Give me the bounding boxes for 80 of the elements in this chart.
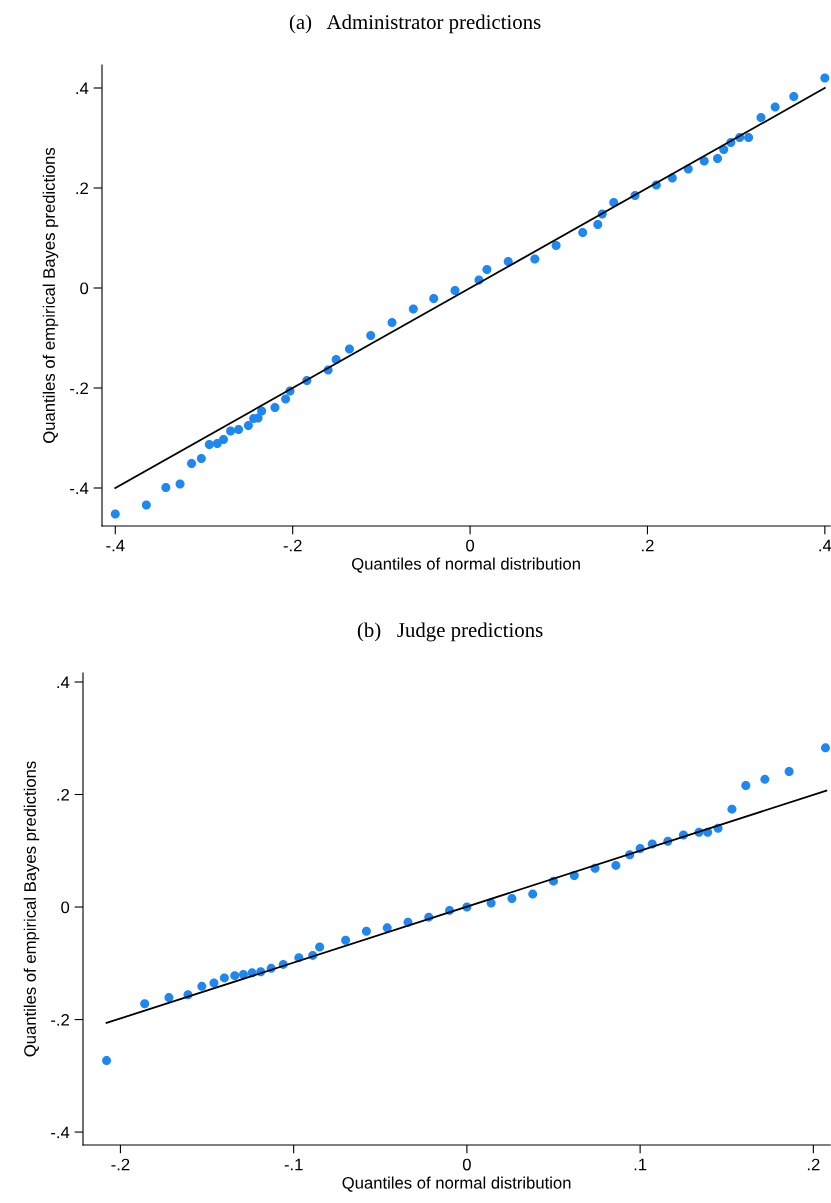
point [204, 440, 214, 449]
x-tick-label: .2 [807, 1158, 820, 1171]
x-tick-label: 0 [462, 1158, 471, 1171]
y-axis-title: Quantiles of empirical Bayes predictions [23, 761, 40, 1057]
y-tick-label: .4 [57, 676, 70, 689]
point [187, 459, 197, 468]
point [578, 228, 588, 237]
point [196, 454, 206, 463]
point [219, 435, 229, 444]
y-tick-label: -.4 [51, 1126, 70, 1139]
point [429, 294, 439, 303]
point [341, 935, 351, 945]
point [344, 344, 354, 354]
point [741, 781, 751, 791]
x-tick-label: .4 [819, 539, 831, 552]
x-tick-label: .1 [634, 1158, 647, 1171]
point [197, 981, 207, 991]
x-tick-label: -.1 [284, 1158, 303, 1171]
point [593, 220, 603, 229]
point [387, 318, 397, 327]
point [270, 403, 280, 412]
point [281, 394, 291, 404]
point [727, 804, 737, 814]
point [820, 73, 830, 83]
point [713, 154, 723, 163]
point [789, 92, 799, 101]
y-axis-title: Quantiles of empirical Bayes predictions [42, 147, 59, 443]
point [530, 254, 540, 264]
x-tick-label: 0 [466, 539, 475, 552]
y-tick-label: .2 [76, 182, 88, 195]
point [408, 304, 418, 314]
point [820, 743, 830, 753]
point [257, 406, 267, 416]
point [140, 999, 150, 1009]
point [243, 421, 253, 430]
point [141, 500, 151, 510]
point [175, 479, 185, 489]
x-tick-label: -.2 [111, 1158, 130, 1171]
point [482, 265, 492, 274]
y-tick-label: .2 [57, 788, 69, 801]
y-tick-label: -.4 [70, 482, 89, 495]
point [528, 889, 538, 899]
point [164, 993, 174, 1003]
point [315, 942, 325, 952]
point [230, 971, 240, 981]
point [770, 102, 780, 112]
point [503, 257, 513, 266]
y-tick-label: 0 [80, 282, 89, 295]
point [609, 198, 619, 207]
x-tick-label: -.2 [283, 539, 302, 552]
point [209, 978, 219, 988]
point [110, 509, 120, 519]
point [756, 113, 766, 122]
y-tick-label: -.2 [51, 1013, 69, 1026]
point [551, 241, 561, 250]
point [361, 926, 371, 936]
point [450, 286, 460, 295]
x-tick-label: .2 [642, 539, 654, 552]
point [102, 1056, 112, 1066]
point [212, 439, 222, 448]
point [226, 426, 236, 436]
point [238, 970, 248, 980]
point [161, 483, 171, 492]
point [611, 860, 621, 870]
point [760, 774, 770, 784]
x-tick-label: -.4 [106, 539, 125, 552]
x-axis-title: Quantiles of normal distribution [342, 1176, 571, 1192]
point [784, 766, 794, 776]
y-tick-label: 0 [61, 901, 70, 914]
point [507, 894, 517, 904]
point [366, 331, 376, 340]
y-tick-label: -.2 [70, 382, 88, 395]
x-axis-title: Quantiles of normal distribution [352, 557, 580, 573]
chart-title: (b) Judge predictions [357, 622, 543, 642]
y-tick-label: .4 [76, 82, 89, 95]
chart-title: (a) Administrator predictions [289, 14, 541, 34]
point [744, 133, 754, 142]
point [382, 923, 392, 933]
point [234, 425, 244, 434]
point [219, 973, 229, 983]
